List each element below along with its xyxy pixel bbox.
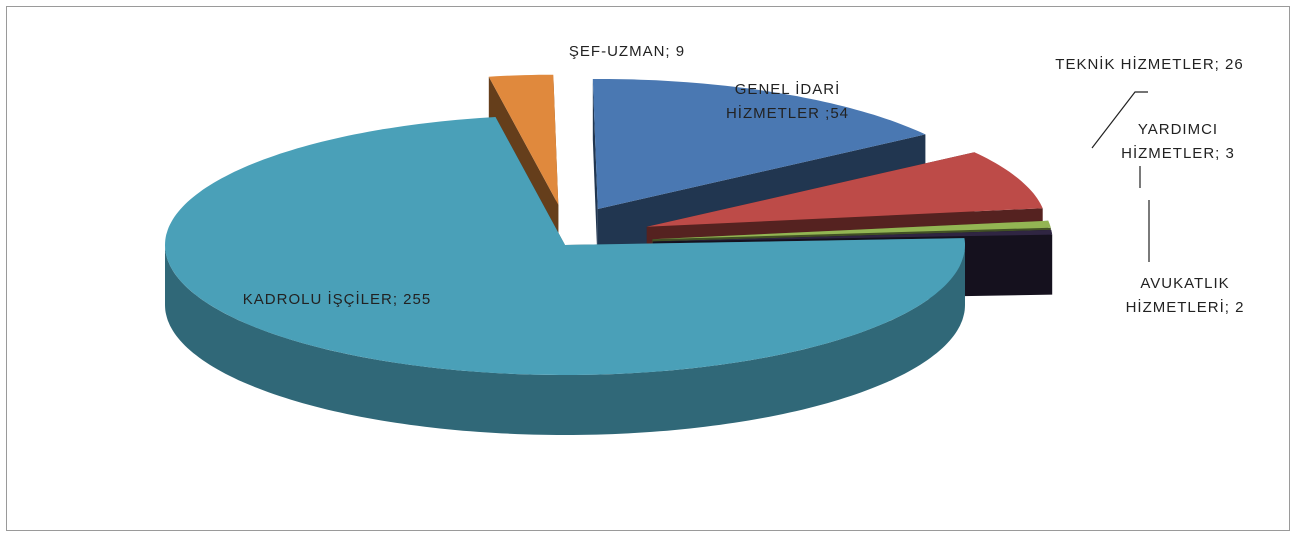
value-label: ; 26 [1214,56,1244,73]
data-label: GENEL İDARİ HİZMETLER ;54 [700,78,875,126]
category-label: YARDIMCI HİZMETLER [1121,121,1219,162]
data-label: YARDIMCI HİZMETLER; 3 [1108,118,1248,166]
slice [652,229,1053,242]
category-label: KADROLU İŞÇİLER [242,291,393,308]
leader-line [1091,91,1148,149]
category-label: TEKNİK HİZMETLER [1055,56,1215,73]
category-label: GENEL İDARİ HİZMETLER [725,81,841,122]
value-label: ; 9 [665,43,686,60]
slice [488,74,559,205]
slice [165,117,965,375]
data-label: ŞEF-UZMAN; 9 [527,40,727,64]
category-label: AVUKATLIK HİZMETLERİ [1125,275,1230,316]
slice [592,79,926,209]
data-label: KADROLU İŞÇİLER; 255 [222,288,452,312]
chart-frame [6,6,1290,531]
value-label: ; 255 [392,291,432,308]
value-label: ; 3 [1215,145,1235,162]
data-label: TEKNİK HİZMETLER; 26 [1052,53,1247,77]
slice-wall [165,245,965,435]
data-label: AVUKATLIK HİZMETLERİ; 2 [1100,272,1270,320]
value-label: ;54 [819,105,850,122]
slice [646,152,1043,227]
slice [652,220,1051,240]
slice-side [592,79,598,269]
category-label: ŞEF-UZMAN [568,43,666,60]
value-label: ; 2 [1224,299,1245,316]
